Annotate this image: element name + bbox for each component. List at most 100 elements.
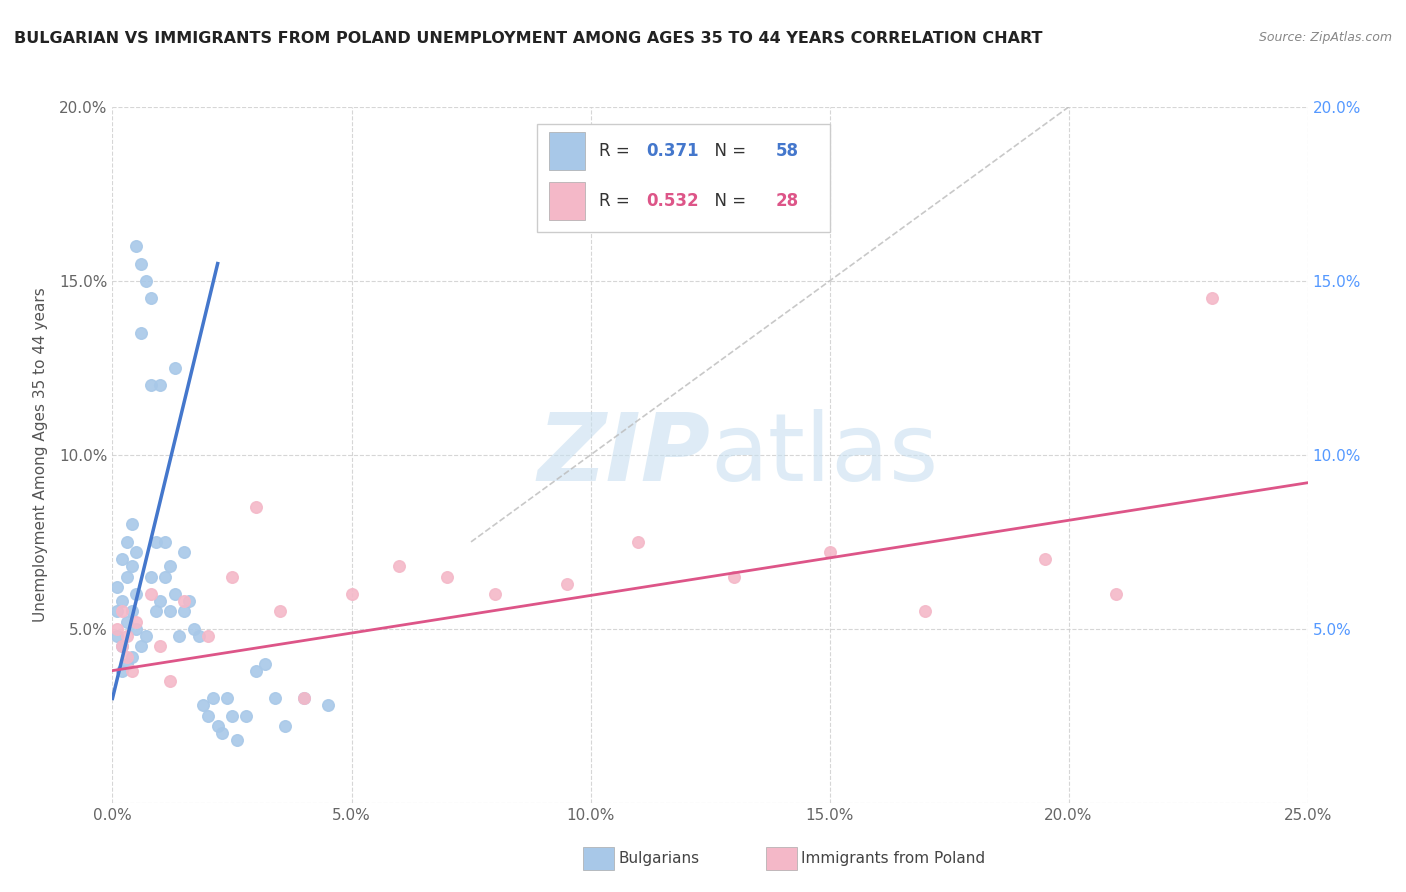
Point (111, 639, 134, 653)
Text: Immigrants from Poland: Immigrants from Poland (801, 852, 986, 866)
Point (149, 594, 172, 608)
Point (484, 587, 506, 601)
Point (183, 622, 205, 636)
Point (145, 534, 167, 549)
Point (125, 615, 148, 629)
Point (221, 570, 243, 584)
Point (115, 629, 138, 643)
Point (115, 534, 138, 549)
Point (292, 691, 315, 706)
Point (139, 570, 162, 584)
Point (197, 708, 219, 723)
Point (187, 629, 209, 643)
Point (145, 605, 167, 619)
Point (173, 545, 195, 559)
Point (723, 570, 745, 584)
Point (245, 500, 267, 514)
Y-axis label: Unemployment Among Ages 35 to 44 years: Unemployment Among Ages 35 to 44 years (34, 287, 48, 623)
Point (121, 517, 143, 532)
Point (153, 534, 176, 549)
Point (197, 629, 219, 643)
Text: atlas: atlas (710, 409, 938, 501)
Point (173, 605, 195, 619)
Point (129, 639, 152, 653)
Point (245, 664, 267, 678)
Bar (548, 132, 585, 170)
Text: BULGARIAN VS IMMIGRANTS FROM POLAND UNEMPLOYMENT AMONG AGES 35 TO 44 YEARS CORRE: BULGARIAN VS IMMIGRANTS FROM POLAND UNEM… (14, 31, 1043, 46)
Point (818, 545, 841, 559)
Point (111, 605, 134, 619)
Point (125, 545, 148, 559)
Point (115, 649, 138, 664)
Point (225, 733, 247, 747)
Point (211, 726, 233, 740)
Point (207, 719, 229, 733)
Point (273, 719, 295, 733)
Point (125, 622, 148, 636)
Text: 58: 58 (776, 142, 799, 160)
Point (269, 605, 291, 619)
Point (221, 708, 243, 723)
Point (105, 580, 128, 594)
Point (177, 594, 200, 608)
Point (1105, 587, 1128, 601)
Point (121, 605, 143, 619)
Point (139, 291, 162, 305)
Bar (548, 182, 585, 220)
Point (235, 708, 257, 723)
Point (254, 657, 277, 671)
Point (159, 674, 181, 689)
Text: N =: N = (704, 192, 751, 210)
Point (135, 629, 157, 643)
Point (1201, 291, 1223, 305)
Point (914, 605, 936, 619)
Point (129, 326, 152, 340)
Point (115, 657, 138, 671)
Point (149, 639, 172, 653)
Point (111, 552, 134, 566)
Text: R =: R = (599, 142, 636, 160)
Point (115, 615, 138, 629)
Point (292, 691, 315, 706)
Point (105, 622, 128, 636)
Point (139, 587, 162, 601)
Point (105, 605, 128, 619)
Point (264, 691, 287, 706)
Point (217, 691, 239, 706)
Point (163, 360, 186, 375)
Point (135, 274, 157, 288)
Text: N =: N = (704, 142, 751, 160)
Point (139, 378, 162, 392)
Point (115, 570, 138, 584)
Point (159, 559, 181, 574)
Point (111, 664, 134, 678)
Point (129, 257, 152, 271)
Point (111, 594, 134, 608)
Point (163, 587, 186, 601)
Text: R =: R = (599, 192, 636, 210)
Text: 28: 28 (776, 192, 799, 210)
Text: Source: ZipAtlas.com: Source: ZipAtlas.com (1258, 31, 1392, 45)
Point (340, 587, 363, 601)
Point (388, 559, 411, 574)
Point (149, 378, 172, 392)
Point (159, 605, 181, 619)
Point (555, 576, 578, 591)
Point (201, 691, 224, 706)
Point (316, 698, 339, 713)
Point (121, 649, 143, 664)
Point (121, 559, 143, 574)
Point (111, 639, 134, 653)
Text: 0.371: 0.371 (647, 142, 699, 160)
Point (436, 570, 458, 584)
Text: 0.532: 0.532 (647, 192, 699, 210)
Point (105, 629, 128, 643)
Point (125, 587, 148, 601)
Point (173, 594, 195, 608)
Point (193, 698, 215, 713)
Point (153, 570, 176, 584)
Text: ZIP: ZIP (537, 409, 710, 501)
Text: Bulgarians: Bulgarians (619, 852, 700, 866)
FancyBboxPatch shape (537, 124, 830, 232)
Point (169, 629, 191, 643)
